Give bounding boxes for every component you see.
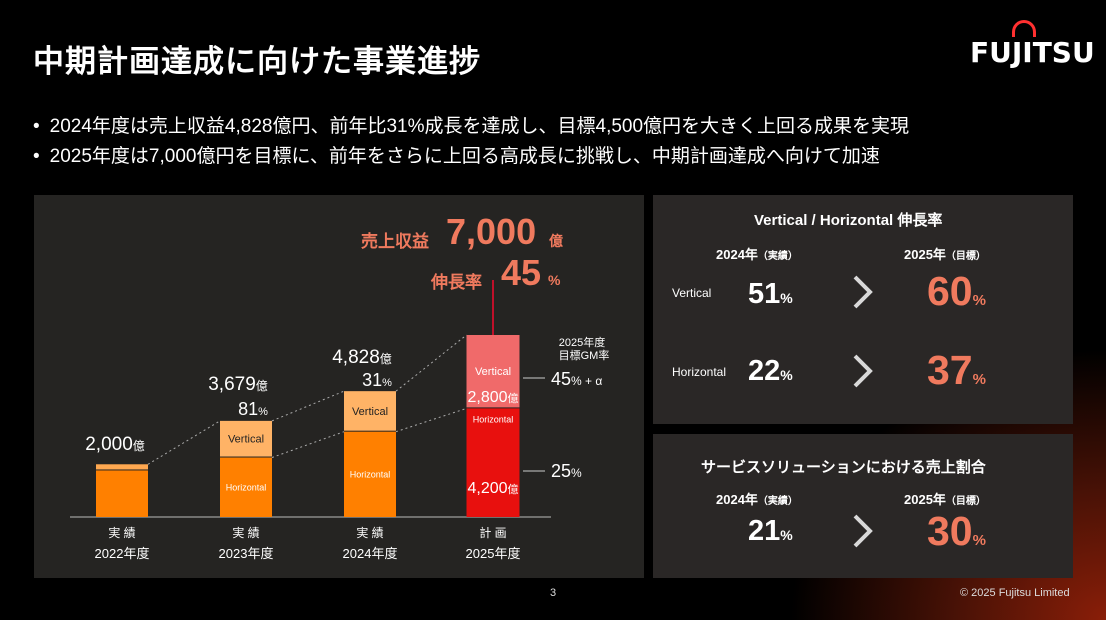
bullet-list: 2024年度は売上収益4,828億円、前年比31%成長を達成し、目標4,500億… [33, 112, 909, 172]
revenue-unit: 億 [549, 233, 563, 249]
gm-vertical-target: 45% + α [551, 369, 602, 389]
bar-label-vertical: Vertical [228, 434, 264, 446]
bar-label-vertical: Vertical [352, 406, 388, 418]
category-year: 2025年度 [466, 546, 521, 561]
fujitsu-logo: FUJITSU [970, 36, 1095, 69]
growth-label: 31% [362, 370, 392, 390]
horizontal-2025-value-label: 4,200億 [467, 480, 518, 497]
copyright: © 2025 Fujitsu Limited [960, 587, 1070, 599]
gm-horizontal-target: 25% [551, 461, 582, 481]
category-status: 実 績 [356, 525, 383, 540]
bar-label-horizontal: Horizontal [226, 482, 267, 492]
page-number: 3 [550, 587, 557, 599]
vertical-2024-value: 51% [748, 278, 793, 310]
bar-label-horizontal: Horizontal [350, 469, 391, 479]
horizontal-2025-value: 37% [927, 347, 986, 393]
bar-vertical [96, 464, 148, 470]
revenue-value: 7,000 [446, 211, 537, 252]
growth-label: 伸長率 [431, 273, 482, 292]
service-panel-title: サービスソリューションにおける売上割合 [701, 459, 986, 476]
trend-line-horizontal [271, 431, 345, 458]
bar-horizontal [96, 470, 148, 517]
category-year: 2024年度 [343, 546, 398, 561]
category-year: 2022年度 [95, 546, 150, 561]
total-label: 2,000億 [85, 434, 145, 455]
total-label: 3,679億 [208, 374, 268, 395]
trend-line-total [271, 390, 345, 422]
category-status: 実 績 [232, 525, 259, 540]
service-col-2024-header: 2024年（実績） [716, 492, 798, 507]
bar-vertical [466, 335, 520, 408]
growth-panel-title: Vertical / Horizontal 伸長率 [754, 212, 943, 229]
page-title: 中期計画達成に向けた事業進捗 [33, 44, 481, 80]
row-label-vertical: Vertical [672, 286, 712, 300]
growth-label: 81% [238, 399, 268, 419]
category-status: 実 績 [108, 525, 135, 540]
trend-line-total [147, 420, 221, 465]
service-col-2025-header: 2025年（目標） [904, 492, 986, 507]
growth-value: 45 [501, 252, 542, 293]
bar-vertical [344, 391, 396, 431]
bar-horizontal [466, 408, 520, 517]
total-label: 4,828億 [332, 347, 392, 368]
service-2024-value: 21% [748, 515, 793, 547]
col-2024-header: 2024年（実績） [716, 247, 798, 262]
horizontal-2024-value: 22% [748, 355, 793, 387]
category-status: 計 画 [479, 525, 506, 540]
category-year: 2023年度 [219, 546, 274, 561]
bar-label-vertical: Vertical [475, 366, 511, 378]
revenue-label: 売上収益 [361, 232, 429, 251]
col-2025-header: 2025年（目標） [904, 247, 986, 262]
bullet-item: 2025年度は7,000億円を目標に、前年をさらに上回る高成長に挑戦し、中期計画… [33, 142, 909, 172]
bar-label-horizontal: Horizontal [473, 414, 514, 424]
gm-target-label: 目標GM率 [559, 348, 610, 362]
bar-vertical [220, 420, 272, 457]
logo-arc-icon [1012, 20, 1036, 37]
growth-unit: % [548, 272, 561, 288]
bar-horizontal [220, 457, 272, 517]
vertical-2025-value-label: 2,800億 [467, 389, 518, 406]
vertical-2025-value: 60% [927, 268, 986, 314]
row-label-horizontal: Horizontal [672, 365, 727, 379]
trend-line-horizontal [395, 407, 467, 433]
bar-horizontal [344, 431, 396, 517]
bullet-item: 2024年度は売上収益4,828億円、前年比31%成長を達成し、目標4,500億… [33, 112, 909, 142]
service-2025-value: 30% [927, 508, 986, 554]
trend-line-total [395, 334, 467, 392]
service-ratio-panel [653, 434, 1073, 578]
gm-target-label: 2025年度 [559, 335, 605, 349]
